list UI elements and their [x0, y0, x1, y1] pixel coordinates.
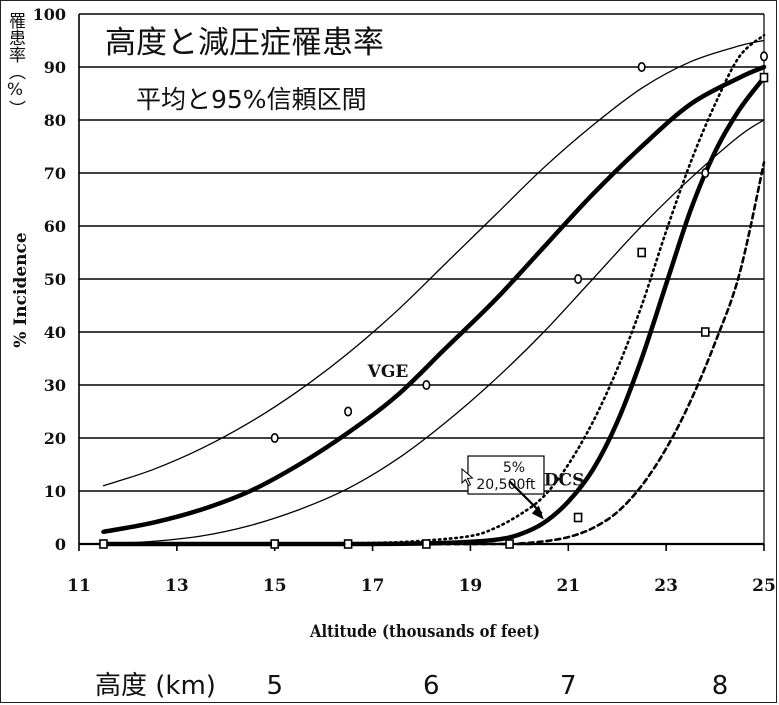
x-tick-label: 11 — [67, 576, 91, 596]
chart-subtitle: 平均と95%信頼区間 — [136, 85, 367, 114]
series-line-vge-mean — [101, 64, 767, 535]
chart-title: 高度と減圧症罹患率 — [105, 25, 384, 61]
x-tick-label: 25 — [752, 576, 776, 596]
annotation-arrow-head — [531, 505, 544, 520]
annotation-line-1: 5% — [503, 460, 525, 476]
observed-markers — [99, 51, 769, 549]
y-tick-label: 100 — [33, 5, 66, 24]
y-tick-label: 80 — [44, 111, 66, 130]
y-tick-labels: 0 10 20 30 40 50 60 70 80 90 100 — [33, 5, 66, 554]
y-tick-label: 10 — [44, 482, 66, 501]
vge-observed-point — [574, 273, 583, 284]
x-tick-label: 13 — [165, 576, 189, 596]
series-line-dcs-mean — [101, 75, 767, 547]
gridlines — [78, 13, 765, 551]
series-line-vge-ci-upper — [102, 39, 765, 487]
series-line-dcs-ci-lower — [102, 161, 766, 546]
series-label-dcs: DCS — [544, 471, 585, 491]
dcs-observed-point — [270, 539, 280, 549]
km-tick-label: 6 — [423, 671, 440, 701]
y-axis-label-jp: 罹患率（%） — [5, 12, 25, 117]
y-tick-label: 70 — [44, 164, 66, 183]
vge-observed-point — [637, 61, 646, 72]
x-tick-label: 23 — [654, 576, 678, 596]
y-tick-label: 0 — [55, 535, 66, 554]
series-line-dcs-ci-upper — [102, 33, 766, 546]
series-lines — [101, 33, 767, 547]
annotation-line-2: 20,500ft — [476, 477, 536, 493]
vge-observed-point — [270, 432, 279, 443]
vge-observed-point — [344, 406, 353, 417]
vge-observed-point — [422, 379, 431, 390]
series-label-vge: VGE — [367, 362, 409, 382]
km-tick-label: 7 — [560, 671, 577, 701]
y-tick-label: 20 — [44, 429, 66, 448]
dcs-observed-point — [343, 539, 353, 549]
y-axis-label: % Incidence — [11, 232, 31, 348]
dcs-observed-point — [573, 512, 583, 523]
x-tick-label: 15 — [263, 576, 287, 596]
y-tick-label: 60 — [44, 217, 66, 236]
km-tick-labels: 5 6 7 8 — [266, 671, 728, 701]
dcs-observed-point — [637, 247, 646, 258]
x-tick-labels: 11 13 15 17 19 21 23 25 — [67, 576, 776, 596]
km-tick-label: 8 — [712, 671, 729, 701]
y-tick-label: 30 — [44, 376, 66, 395]
dcs-observed-point — [422, 539, 431, 549]
x-tick-label: 17 — [361, 576, 385, 596]
y-tick-label: 40 — [44, 323, 66, 342]
annotation-group: 5%20,500ft — [461, 455, 545, 520]
dcs-observed-point — [700, 327, 710, 337]
series-line-vge-ci-lower — [102, 119, 765, 545]
cursor-icon — [461, 467, 474, 487]
x-axis-label: Altitude (thousands of feet) — [309, 622, 540, 642]
annotation-box — [467, 455, 545, 495]
x-tick-label: 19 — [459, 576, 483, 596]
y-tick-label: 50 — [44, 270, 66, 289]
y-tick-label: 90 — [44, 58, 66, 77]
dcs-observed-point — [99, 539, 108, 549]
vge-observed-point — [701, 168, 710, 179]
km-axis-label: 高度 (km) — [95, 671, 216, 701]
dcs-observed-point — [505, 539, 514, 549]
x-tick-label: 21 — [556, 576, 580, 596]
vge-observed-point — [759, 51, 768, 62]
km-tick-label: 5 — [266, 671, 283, 701]
dcs-observed-point — [759, 72, 769, 83]
annotation-arrow-line — [508, 480, 543, 515]
